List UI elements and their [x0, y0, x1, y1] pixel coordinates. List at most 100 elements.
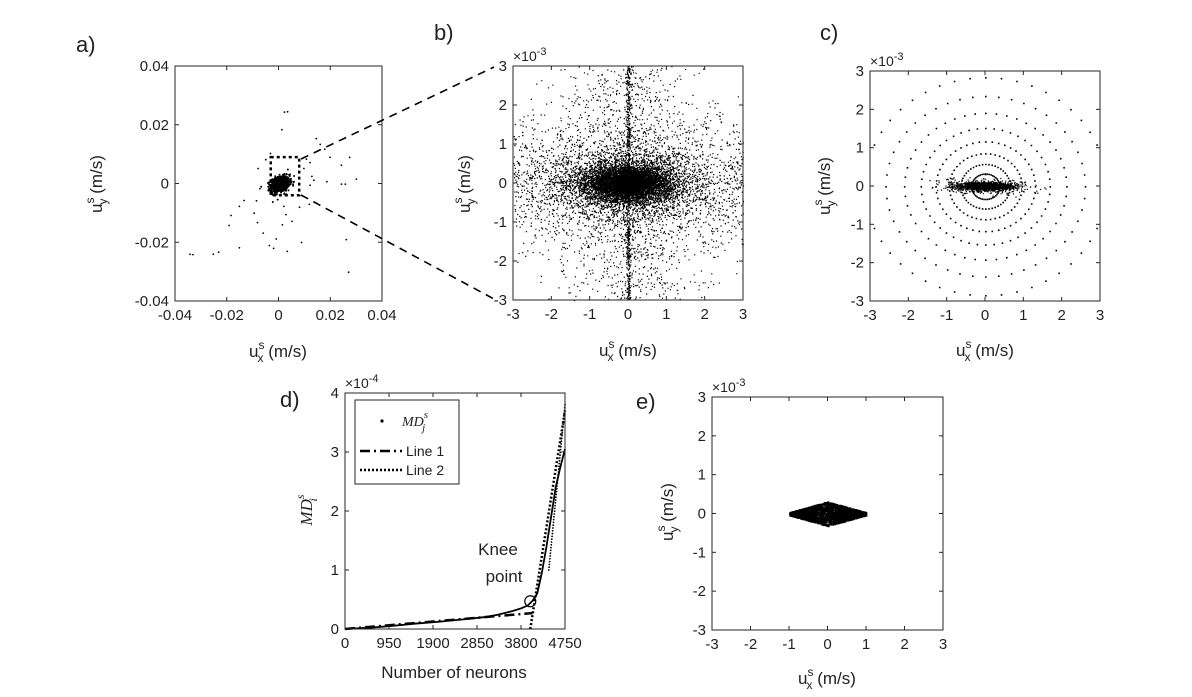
data-point	[281, 177, 284, 180]
data-point	[311, 175, 313, 178]
data-point	[280, 188, 282, 191]
data-point	[267, 185, 270, 188]
data-point	[279, 177, 281, 180]
series-md-point	[555, 493, 558, 496]
x-tick-label: 4750	[548, 635, 581, 652]
data-point	[269, 152, 272, 155]
panel-b-ticks: -3 -2 -1 0 1 2 3 -3 -2 -1 0 1 2 3	[494, 58, 748, 323]
data-point	[271, 201, 274, 203]
data-point	[285, 188, 287, 191]
y-tick-label: -1	[494, 214, 507, 231]
series-md-point	[556, 479, 559, 482]
x-tick-label: 0.02	[316, 307, 345, 324]
series-md-point	[558, 457, 561, 459]
data-point	[238, 205, 241, 208]
data-point	[276, 198, 279, 201]
series-md-point	[557, 476, 559, 479]
data-point	[217, 251, 220, 254]
data-point	[255, 199, 258, 202]
data-point	[288, 175, 291, 178]
panel-c-xlabel: us x (m/s)	[956, 337, 1014, 364]
data-point	[309, 184, 311, 187]
data-point	[238, 246, 241, 249]
y-tick-label: 1	[856, 140, 864, 157]
data-point	[278, 189, 280, 191]
data-point	[340, 164, 343, 167]
data-point	[287, 178, 290, 181]
series-md-point	[548, 563, 551, 566]
x-tick-label: -0.02	[210, 307, 244, 324]
series-md-point	[559, 454, 561, 457]
y-tick-label: -2	[693, 583, 706, 600]
panel-d: 0 950 1900 2850 3800 4750 0 1 2 3 4 ×10-4 Number o…	[293, 373, 582, 682]
data-point	[230, 214, 233, 217]
series-md-point	[550, 543, 553, 546]
x-tick-label: -3	[506, 306, 519, 323]
series-md-point	[549, 557, 551, 560]
x-tick-label: -2	[902, 307, 915, 324]
panel-b-xlabel: us x (m/s)	[599, 337, 657, 364]
x-tick-label: 0	[823, 636, 831, 653]
series-md-point	[549, 552, 552, 555]
series-md-point	[556, 485, 558, 487]
series-line2	[529, 410, 567, 630]
data-point	[275, 178, 278, 180]
data-point	[283, 181, 286, 184]
data-point	[344, 183, 347, 186]
legend-marker-dot	[380, 419, 384, 423]
data-point	[276, 190, 278, 193]
x-tick-label: 0	[624, 306, 632, 323]
y-tick-label: 3	[331, 444, 339, 461]
knee-point-marker	[524, 595, 537, 608]
panel-e: -3 -2 -1 0 1 2 3 -3 -2 -1 0 1 2 3 ×10-3 us x (m/s) usy…	[654, 377, 947, 692]
series-md-point	[559, 448, 562, 451]
panel-a-ylabel: usy (m/s)	[83, 155, 110, 213]
panel-a-xlabel: us x (m/s)	[249, 338, 307, 365]
x-tick-label: 3	[739, 306, 747, 323]
series-md-point	[554, 504, 556, 507]
panel-e-multiplier: ×10-3	[712, 377, 746, 395]
data-point	[308, 203, 311, 206]
data-point	[348, 156, 351, 159]
series-md-point	[547, 569, 550, 571]
data-point	[298, 206, 301, 209]
data-point	[277, 183, 280, 186]
series-md-point	[548, 566, 550, 569]
data-point	[283, 205, 285, 208]
series-md-point	[550, 538, 553, 541]
panel-label-a: a)	[76, 32, 96, 57]
data-point	[287, 189, 290, 192]
data-point	[259, 187, 261, 190]
panel-e-ticks: -3 -2 -1 0 1 2 3 -3 -2 -1 0 1 2 3	[693, 389, 948, 653]
series-md-point	[555, 496, 557, 499]
x-tick-label: 0	[341, 635, 349, 652]
data-point	[289, 173, 292, 176]
data-point-cloud	[873, 77, 1098, 297]
x-tick-label: -1	[782, 636, 795, 653]
y-tick-label: 3	[499, 58, 507, 75]
series-md-point	[558, 462, 561, 465]
data-point	[272, 188, 275, 191]
panel-label-d: d)	[280, 387, 300, 412]
data-point	[285, 213, 287, 216]
series-md-point	[551, 535, 553, 538]
data-point	[285, 175, 288, 178]
series-md-point	[550, 541, 553, 543]
series-md-point	[553, 515, 555, 518]
data-point	[319, 143, 322, 146]
data-point	[273, 177, 276, 180]
knee-annotation-line1: Knee	[478, 540, 518, 559]
y-tick-label: 2	[499, 97, 507, 114]
panel-b: -3 -2 -1 0 1 2 3 -3 -2 -1 0 1 2 3 ×10-3 us x (m/s) usy…	[451, 46, 747, 364]
y-tick-label: -0.02	[135, 234, 169, 251]
series-md-point	[552, 518, 555, 521]
y-tick-label: -1	[693, 544, 706, 561]
data-point	[292, 181, 295, 183]
data-point	[276, 181, 279, 184]
data-point	[272, 181, 274, 184]
y-tick-label: 3	[856, 63, 864, 80]
data-point	[253, 212, 256, 215]
panel-a: -0.04 -0.02 0 0.02 0.04 -0.04 -0.02 0 0.02 0.04 u…	[83, 58, 397, 365]
data-point	[272, 247, 275, 250]
panel-a-points	[189, 110, 358, 274]
